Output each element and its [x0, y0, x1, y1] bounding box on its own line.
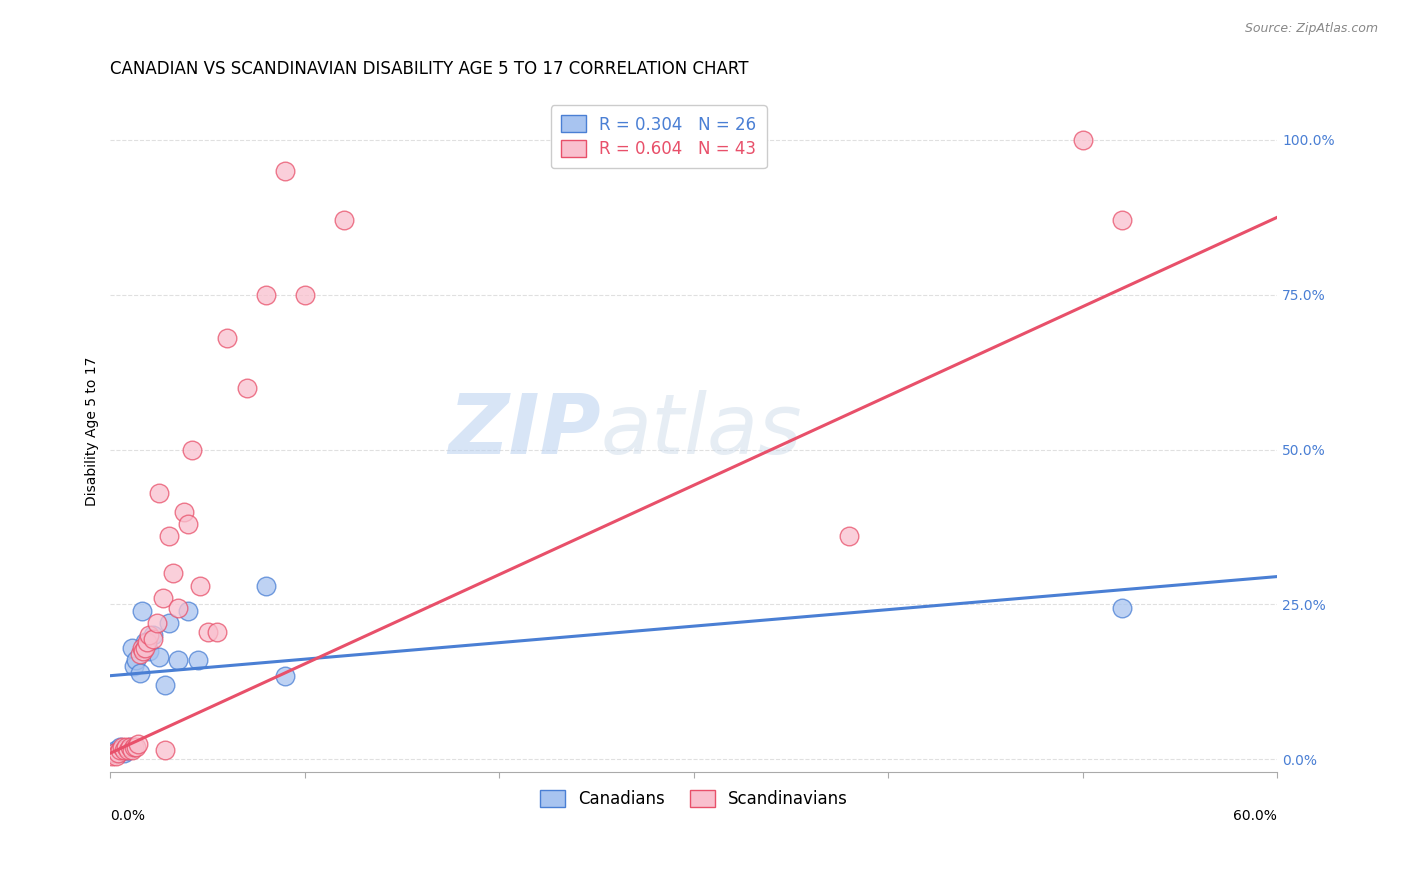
- Point: [136, 634, 159, 648]
- Point: [1111, 600, 1133, 615]
- Point: [112, 743, 135, 757]
- Y-axis label: Disability Age 5 to 17: Disability Age 5 to 17: [86, 356, 100, 506]
- Point: [111, 739, 134, 754]
- Point: [138, 644, 160, 658]
- Point: [112, 746, 135, 760]
- Point: [134, 640, 156, 655]
- Point: [107, 746, 129, 760]
- Legend: Canadians, Scandinavians: Canadians, Scandinavians: [533, 783, 855, 814]
- Point: [274, 163, 297, 178]
- Point: [117, 743, 139, 757]
- Point: [101, 749, 124, 764]
- Point: [153, 678, 176, 692]
- Point: [153, 743, 176, 757]
- Point: [274, 668, 297, 682]
- Text: 60.0%: 60.0%: [1233, 809, 1277, 823]
- Point: [134, 634, 156, 648]
- Point: [132, 644, 155, 658]
- Point: [838, 529, 860, 543]
- Point: [254, 579, 277, 593]
- Text: CANADIAN VS SCANDINAVIAN DISABILITY AGE 5 TO 17 CORRELATION CHART: CANADIAN VS SCANDINAVIAN DISABILITY AGE …: [111, 60, 749, 78]
- Point: [128, 665, 150, 680]
- Point: [173, 504, 195, 518]
- Point: [115, 743, 138, 757]
- Point: [333, 213, 356, 227]
- Point: [188, 579, 211, 593]
- Point: [167, 600, 190, 615]
- Point: [294, 287, 316, 301]
- Text: ZIP: ZIP: [449, 391, 600, 472]
- Point: [107, 746, 129, 760]
- Point: [148, 650, 170, 665]
- Point: [122, 739, 145, 754]
- Point: [157, 615, 180, 630]
- Point: [105, 749, 128, 764]
- Point: [217, 331, 239, 345]
- Point: [118, 739, 141, 754]
- Point: [177, 516, 200, 531]
- Point: [121, 640, 143, 655]
- Point: [125, 739, 148, 754]
- Point: [142, 632, 165, 646]
- Point: [235, 381, 257, 395]
- Point: [152, 591, 174, 606]
- Point: [138, 628, 160, 642]
- Text: atlas: atlas: [600, 391, 801, 472]
- Point: [177, 604, 200, 618]
- Point: [197, 625, 219, 640]
- Text: Source: ZipAtlas.com: Source: ZipAtlas.com: [1244, 22, 1378, 36]
- Point: [111, 743, 134, 757]
- Point: [122, 659, 145, 673]
- Point: [1071, 133, 1094, 147]
- Point: [108, 743, 131, 757]
- Point: [125, 653, 148, 667]
- Point: [127, 737, 149, 751]
- Point: [157, 529, 180, 543]
- Text: 0.0%: 0.0%: [111, 809, 145, 823]
- Point: [131, 604, 153, 618]
- Point: [142, 628, 165, 642]
- Point: [103, 746, 125, 760]
- Point: [118, 739, 141, 754]
- Point: [254, 287, 277, 301]
- Point: [108, 739, 131, 754]
- Point: [162, 566, 184, 581]
- Point: [128, 647, 150, 661]
- Point: [105, 743, 128, 757]
- Point: [1111, 213, 1133, 227]
- Point: [121, 743, 143, 757]
- Point: [117, 743, 139, 757]
- Point: [115, 739, 138, 754]
- Point: [103, 746, 125, 760]
- Point: [181, 442, 204, 457]
- Point: [146, 615, 169, 630]
- Point: [131, 640, 153, 655]
- Point: [148, 486, 170, 500]
- Point: [167, 653, 190, 667]
- Point: [207, 625, 229, 640]
- Point: [187, 653, 209, 667]
